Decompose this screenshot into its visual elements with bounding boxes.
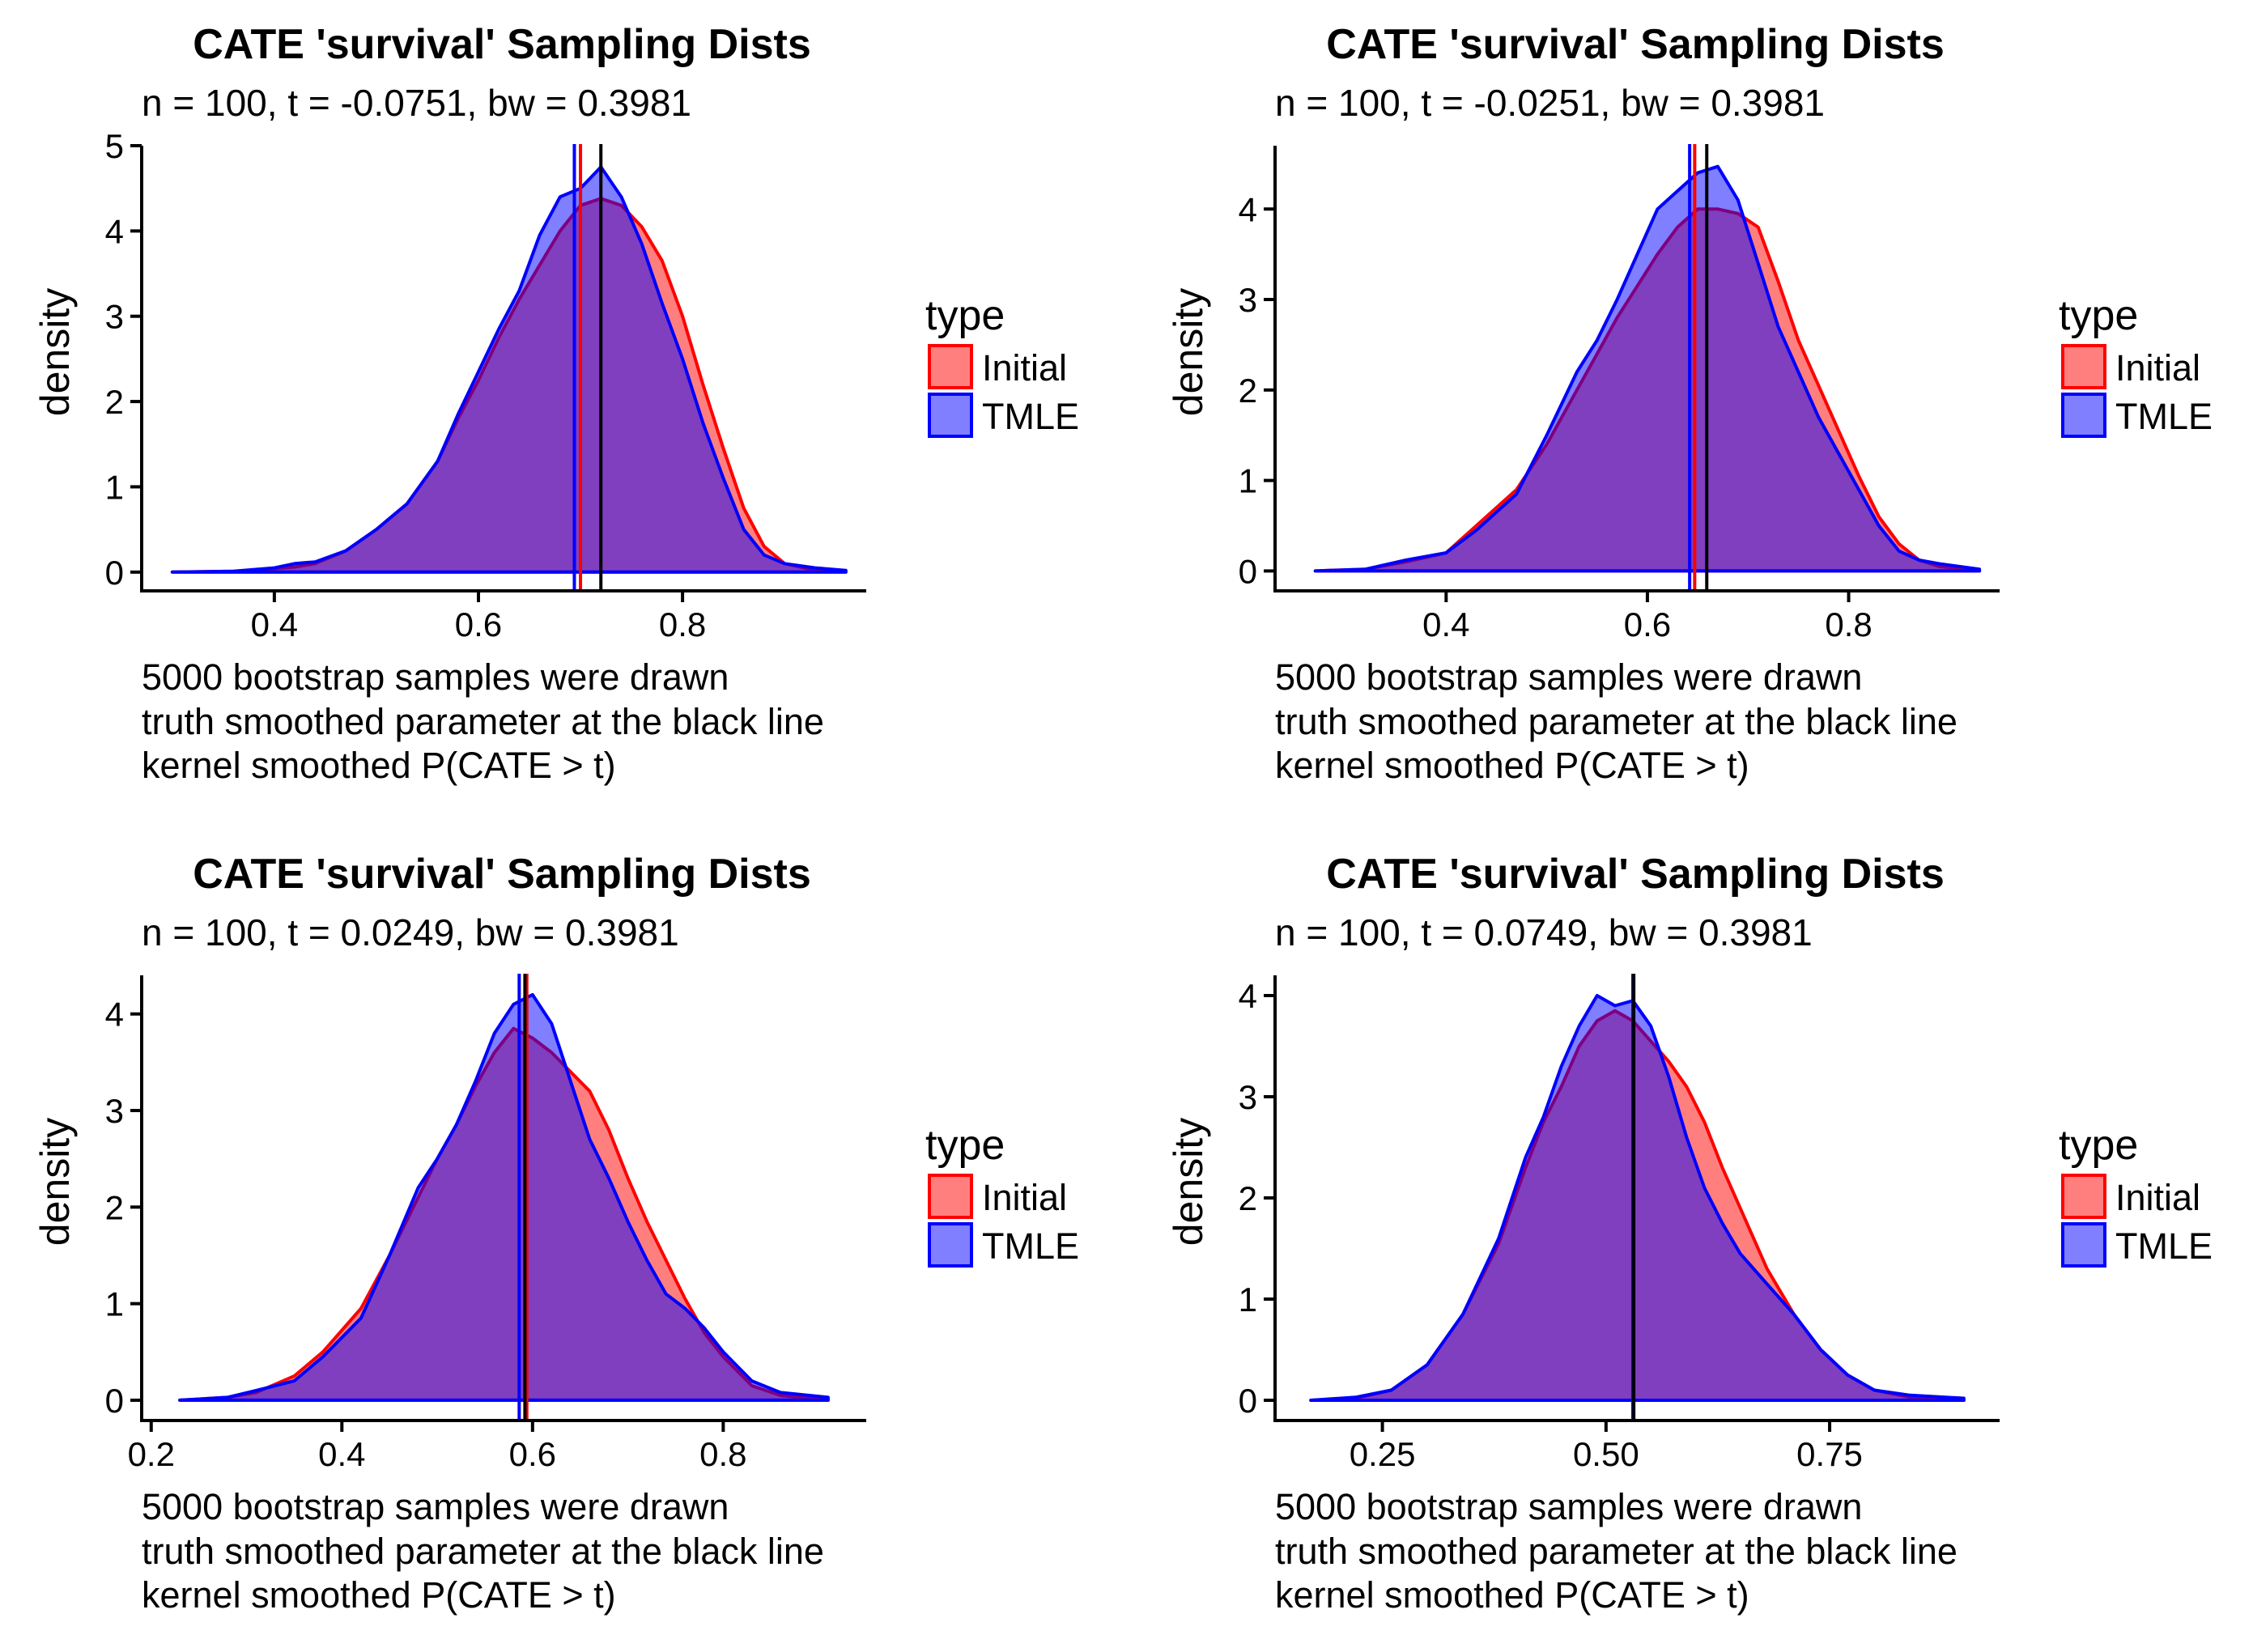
- legend-key-initial: [2061, 1174, 2106, 1219]
- legend-key-tmle: [2061, 1222, 2106, 1268]
- plot-area: 0 1 2 3 4 0.4 0.6 0.8: [1239, 144, 2000, 643]
- panel-title: CATE 'survival' Sampling Dists: [193, 21, 811, 68]
- legend-title: type: [2059, 292, 2138, 339]
- caption-line-2: truth smoothed parameter at the black li…: [142, 701, 824, 742]
- density-area-tmle: [1313, 164, 1982, 573]
- plot-area: 0 1 2 3 4 5 0.4 0.6 0.8: [105, 127, 866, 643]
- y-tick-label: 1: [105, 468, 124, 506]
- legend: type Initial TMLE: [2059, 1122, 2213, 1268]
- legend-key-initial: [928, 1174, 973, 1219]
- caption-line-3: kernel smoothed P(CATE > t): [142, 1574, 616, 1616]
- caption-line-3: kernel smoothed P(CATE > t): [1275, 745, 1749, 786]
- caption-line-2: truth smoothed parameter at the black li…: [1275, 1531, 1958, 1572]
- x-tick-label: 0.4: [318, 1435, 365, 1473]
- legend-title: type: [925, 292, 1005, 339]
- y-tick-label: 3: [1239, 1078, 1257, 1116]
- y-tick-label: 0: [105, 1382, 124, 1420]
- y-tick-label: 4: [1239, 977, 1257, 1015]
- panel-subtitle: n = 100, t = -0.0751, bw = 0.3981: [142, 82, 691, 124]
- y-tick-label: 2: [1239, 372, 1257, 410]
- y-tick-label: 3: [105, 298, 124, 336]
- panel-subtitle: n = 100, t = 0.0749, bw = 0.3981: [1275, 911, 1813, 953]
- caption-line-1: 5000 bootstrap samples were drawn: [1275, 1486, 1862, 1527]
- y-axis-label: density: [32, 288, 78, 416]
- panel-subtitle: n = 100, t = -0.0251, bw = 0.3981: [1275, 82, 1825, 124]
- legend-key-initial: [928, 344, 973, 389]
- legend: type Initial TMLE: [925, 292, 1079, 438]
- x-tick-label: 0.4: [251, 605, 298, 643]
- legend-key-tmle: [2061, 393, 2106, 438]
- x-tick-label: 0.6: [455, 605, 502, 643]
- x-tick-label: 0.75: [1796, 1435, 1863, 1473]
- y-axis-label: density: [1166, 288, 1211, 416]
- legend-label-tmle: TMLE: [982, 396, 1079, 437]
- legend-title: type: [2059, 1122, 2138, 1169]
- legend-label-initial: Initial: [982, 347, 1067, 389]
- y-tick-label: 0: [1239, 1382, 1257, 1420]
- x-tick-label: 0.6: [509, 1435, 556, 1473]
- panel-title: CATE 'survival' Sampling Dists: [1326, 21, 1945, 68]
- x-tick-label: 0.6: [1624, 605, 1671, 643]
- panel-bottom-right: CATE 'survival' Sampling Dists n = 100, …: [1166, 851, 2213, 1616]
- y-axis-label: density: [32, 1118, 78, 1246]
- y-tick-label: 3: [105, 1092, 124, 1130]
- legend-label-tmle: TMLE: [2115, 396, 2213, 437]
- y-tick-label: 3: [1239, 281, 1257, 319]
- panel-subtitle: n = 100, t = 0.0249, bw = 0.3981: [142, 911, 679, 953]
- x-tick-label: 0.8: [699, 1435, 746, 1473]
- y-tick-label: 1: [105, 1285, 124, 1323]
- y-tick-label: 2: [105, 383, 124, 421]
- legend-label-initial: Initial: [982, 1177, 1067, 1218]
- panel-title: CATE 'survival' Sampling Dists: [193, 851, 811, 898]
- caption-line-1: 5000 bootstrap samples were drawn: [142, 1486, 729, 1527]
- y-tick-label: 5: [105, 127, 124, 165]
- legend: type Initial TMLE: [925, 1122, 1079, 1268]
- panel-title: CATE 'survival' Sampling Dists: [1326, 851, 1945, 898]
- caption-line-3: kernel smoothed P(CATE > t): [1275, 1574, 1749, 1616]
- y-axis-label: density: [1166, 1118, 1211, 1246]
- x-tick-label: 0.4: [1422, 605, 1469, 643]
- caption-line-2: truth smoothed parameter at the black li…: [1275, 701, 1958, 742]
- legend-label-initial: Initial: [2115, 347, 2200, 389]
- y-tick-label: 1: [1239, 1280, 1257, 1319]
- caption-line-1: 5000 bootstrap samples were drawn: [1275, 656, 1862, 698]
- y-tick-label: 4: [1239, 190, 1257, 228]
- legend-label-initial: Initial: [2115, 1177, 2200, 1218]
- y-tick-label: 2: [1239, 1179, 1257, 1217]
- x-tick-label: 0.8: [1825, 605, 1872, 643]
- legend-key-tmle: [928, 393, 973, 438]
- panel-top-right: CATE 'survival' Sampling Dists n = 100, …: [1166, 21, 2213, 786]
- y-tick-label: 4: [105, 212, 124, 250]
- x-tick-label: 0.2: [128, 1435, 175, 1473]
- legend-label-tmle: TMLE: [982, 1225, 1079, 1267]
- y-tick-label: 1: [1239, 462, 1257, 500]
- legend-title: type: [925, 1122, 1005, 1169]
- legend: type Initial TMLE: [2059, 292, 2213, 438]
- x-tick-label: 0.8: [659, 605, 706, 643]
- legend-label-tmle: TMLE: [2115, 1225, 2213, 1267]
- caption-line-3: kernel smoothed P(CATE > t): [142, 745, 616, 786]
- density-area-tmle: [1309, 994, 1966, 1402]
- y-tick-label: 0: [105, 554, 124, 592]
- y-tick-label: 2: [105, 1188, 124, 1226]
- caption-line-2: truth smoothed parameter at the black li…: [142, 1531, 824, 1572]
- plot-area: 0 1 2 3 4 0.25 0.50 0.75: [1239, 974, 2000, 1473]
- legend-key-tmle: [928, 1222, 973, 1268]
- y-tick-label: 0: [1239, 552, 1257, 590]
- y-tick-label: 4: [105, 996, 124, 1034]
- density-area-tmle: [170, 165, 848, 574]
- plot-area: 0 1 2 3 4 0.2 0.4 0.6 0.8: [105, 974, 866, 1473]
- panel-bottom-left: CATE 'survival' Sampling Dists n = 100, …: [32, 851, 1079, 1616]
- x-tick-label: 0.25: [1350, 1435, 1416, 1473]
- caption-line-1: 5000 bootstrap samples were drawn: [142, 656, 729, 698]
- x-tick-label: 0.50: [1573, 1435, 1639, 1473]
- legend-key-initial: [2061, 344, 2106, 389]
- panel-top-left: CATE 'survival' Sampling Dists n = 100, …: [32, 21, 1079, 786]
- density-area-tmle: [178, 992, 830, 1402]
